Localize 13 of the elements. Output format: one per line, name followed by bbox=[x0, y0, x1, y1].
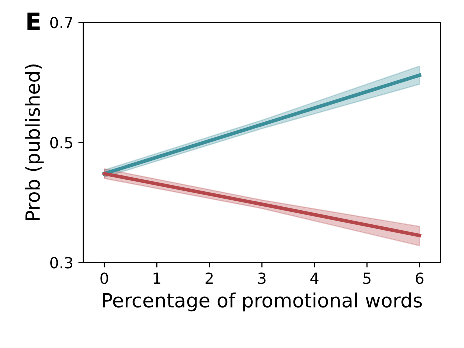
y-axis-title: Prob (published) bbox=[25, 64, 44, 220]
x-tick-label: 4 bbox=[310, 272, 319, 284]
y-tick-label: 0.7 bbox=[50, 17, 72, 29]
y-tick-label: 0.5 bbox=[50, 137, 72, 149]
x-tick-label: 5 bbox=[364, 272, 371, 284]
x-tick-label: 0 bbox=[100, 272, 108, 284]
x-tick-label: 3 bbox=[258, 272, 266, 284]
text: E bbox=[28, 12, 40, 30]
x-tick-label: 6 bbox=[416, 272, 424, 284]
x-tick-label: 2 bbox=[206, 272, 213, 284]
y-tick-label: 0.3 bbox=[50, 257, 73, 269]
x-tick-label: 1 bbox=[154, 272, 161, 284]
x-axis-title: Percentage of promotional words bbox=[103, 292, 422, 312]
